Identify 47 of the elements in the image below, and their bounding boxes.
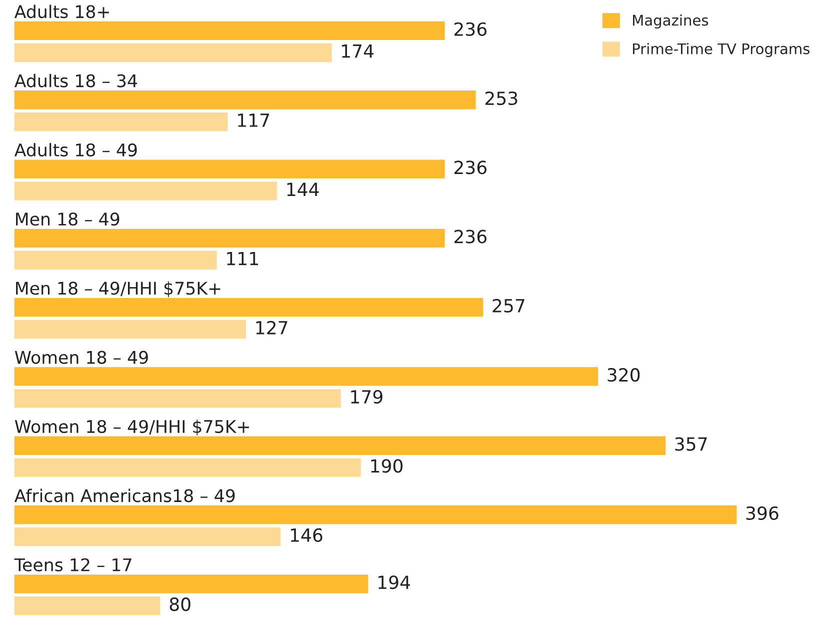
bar: [14, 43, 332, 62]
data-label: 80: [170, 597, 190, 612]
bar: [14, 367, 598, 386]
bar: [14, 527, 281, 546]
bar: [14, 250, 217, 270]
data-label: 179: [351, 390, 382, 404]
data-label: 117: [238, 114, 270, 127]
data-label: 236: [454, 230, 486, 244]
bar: [14, 389, 341, 408]
data-label: 190: [371, 459, 403, 473]
bar: [14, 298, 484, 317]
bar: [14, 458, 361, 477]
bar: [14, 90, 476, 110]
data-label: 194: [378, 575, 410, 590]
data-label: 127: [256, 320, 288, 334]
bar: [14, 436, 666, 455]
bar: [14, 596, 160, 616]
data-label: 396: [746, 506, 778, 520]
data-label: 111: [227, 252, 258, 266]
data-label: 236: [454, 160, 486, 174]
data-label: 253: [485, 91, 518, 106]
data-label: 357: [675, 437, 707, 451]
legend-label: Magazines: [633, 14, 708, 29]
y-tick-label: Women 18 – 49/HHI $75K+: [14, 420, 249, 436]
bar: [14, 160, 445, 178]
bar: [14, 574, 368, 594]
y-tick-label: Adults 18+: [14, 4, 109, 18]
y-tick-label: Women 18 – 49: [14, 350, 148, 364]
bar: [14, 228, 445, 248]
y-tick-label: African Americans18 – 49: [14, 488, 235, 502]
bar: [14, 21, 445, 40]
bar: [14, 505, 737, 524]
y-tick-label: Men 18 – 49: [16, 212, 120, 226]
y-tick-label: Teens 12 – 17: [14, 558, 132, 572]
data-label: 174: [342, 44, 374, 58]
y-tick-label: Adults 18 – 34: [14, 74, 138, 88]
bar: [14, 320, 246, 339]
data-label: 144: [287, 182, 319, 196]
legend-label: Prime-Time TV Programs: [633, 42, 810, 58]
bar: [14, 182, 278, 200]
data-label: 146: [290, 528, 322, 542]
y-tick-label: Men 18 – 49/HHI $75K+: [16, 281, 220, 298]
y-tick-label: Adults 18 – 49: [14, 143, 137, 156]
data-label: 320: [608, 368, 640, 382]
data-label: 257: [492, 298, 524, 313]
bar: [14, 112, 228, 132]
data-label: 236: [454, 22, 486, 36]
